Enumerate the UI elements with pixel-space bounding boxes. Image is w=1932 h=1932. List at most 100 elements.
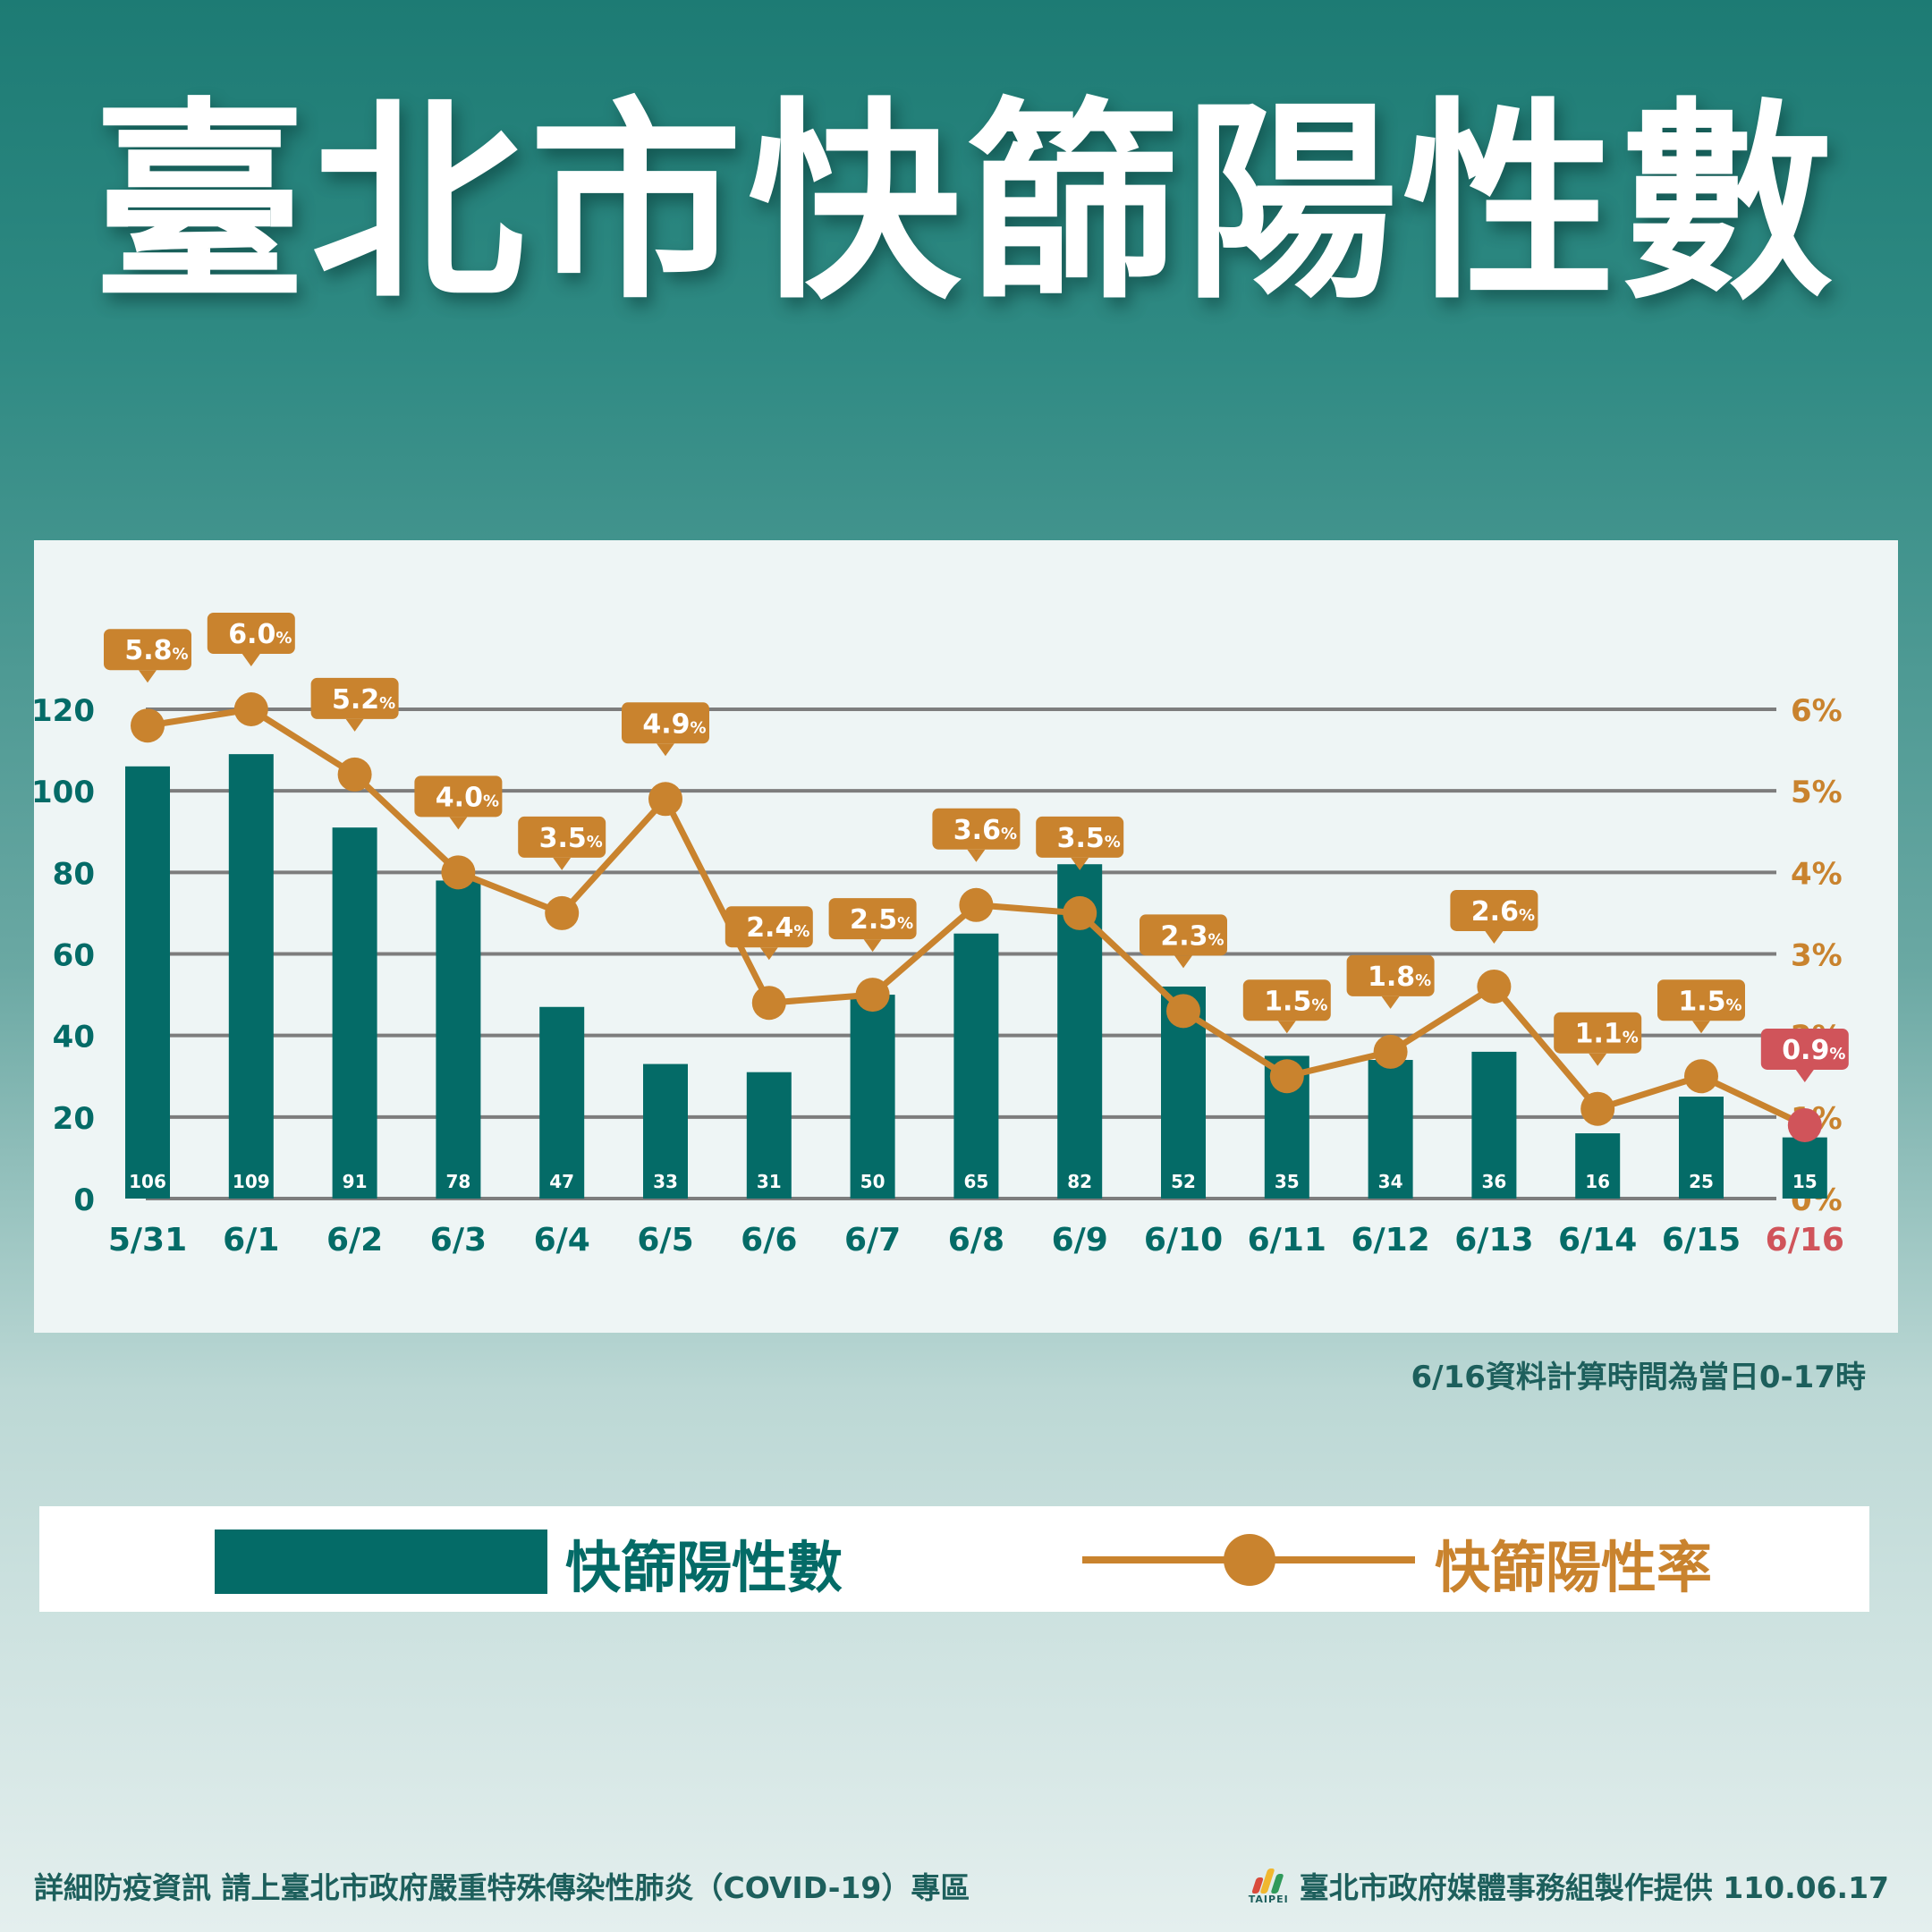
rate-point [1373,1034,1408,1069]
bar [643,1063,688,1199]
rate-point [131,708,165,743]
legend-bar-label: 快篩陽性數 [565,1535,843,1600]
rate-label-value: 1.8 [1368,962,1415,993]
combo-chart: 00%201%402%603%804%1005%1206%10610991784… [34,613,1849,1258]
bar-value-label: 31 [757,1171,782,1192]
rate-callout-pointer [1071,857,1089,870]
rate-callout-pointer [1589,1053,1607,1066]
y2-tick-label: 3% [1791,938,1843,974]
rate-callout [104,629,191,671]
rate-callout-pointer [1485,930,1504,944]
x-tick-label: 6/3 [430,1222,487,1258]
rate-callout-pointer [967,849,986,862]
rate-label: 5.8% [124,635,188,666]
rate-label-unit: % [1311,996,1327,1014]
rate-callout [1760,1028,1849,1070]
rate-label: 1.8% [1368,962,1431,993]
legend-bar-swatch [215,1530,547,1594]
x-tick-label: 6/14 [1558,1222,1637,1258]
rate-label-unit: % [1001,825,1017,843]
y-tick-label: 40 [53,1020,95,1055]
rate-label-value: 3.5 [539,823,587,854]
rate-label-value: 2.4 [746,912,793,944]
x-tick-label: 6/15 [1662,1222,1741,1258]
bar-value-label: 34 [1378,1171,1403,1192]
legend: 快篩陽性數 快篩陽性率 [39,1506,1869,1612]
rate-point [337,757,372,792]
rate-callout-pointer [863,939,882,953]
rate-callout [1554,1012,1642,1054]
rate-callout-pointer [657,743,674,757]
rate-callout-pointer [1692,1021,1710,1034]
rate-callout-pointer [1795,1069,1814,1082]
x-tick-label: 5/31 [108,1222,187,1258]
bar [1471,1051,1517,1199]
rate-point [1684,1059,1718,1094]
rate-label-unit: % [1105,833,1121,852]
rate-callout [414,775,503,818]
rate-label-unit: % [173,645,189,664]
rate-label-unit: % [379,694,395,713]
rate-point [1063,895,1097,930]
y2-tick-label: 6% [1791,693,1843,729]
rate-label: 6.0% [228,619,292,650]
title-wrap: 臺北市快篩陽性數 [0,98,1932,311]
rate-label-value: 2.6 [1471,896,1519,928]
rate-label: 2.5% [850,904,913,936]
rate-label-value: 3.5 [1057,823,1105,854]
y-tick-label: 20 [53,1101,95,1137]
x-tick-label: 6/5 [637,1222,693,1258]
bar [125,766,170,1199]
rate-callout-pointer [345,718,364,732]
legend-dot-swatch [1224,1534,1275,1586]
bar-value-label: 106 [129,1171,166,1192]
bar [1679,1097,1724,1199]
bar-value-label: 50 [860,1171,886,1192]
bar [1575,1133,1621,1199]
x-tick-label: 6/10 [1144,1222,1223,1258]
legend-line-label: 快篩陽性率 [1435,1535,1713,1600]
rate-label-value: 4.9 [642,708,690,740]
logo-text: TAIPEI [1248,1893,1289,1905]
y-tick-label: 80 [53,856,95,892]
rate-label-unit: % [793,922,809,941]
bar-value-label: 16 [1585,1171,1610,1192]
rate-label: 1.1% [1575,1019,1639,1050]
rate-point [1787,1107,1822,1142]
rate-label-unit: % [1829,1045,1845,1063]
rate-point [751,986,786,1021]
rate-point [545,895,580,930]
rate-point [855,978,890,1013]
bar-value-label: 36 [1481,1171,1506,1192]
rate-label-value: 5.8 [124,635,172,666]
rate-label-value: 1.1 [1575,1019,1623,1050]
footer-credit: TAIPEI 臺北市政府媒體事務組製作提供 110.06.17 [1249,1864,1889,1907]
rate-label-value: 6.0 [228,619,275,650]
x-tick-label: 6/8 [948,1222,1004,1258]
rate-callout [207,613,295,654]
rate-point [959,887,994,922]
x-tick-label: 6/2 [326,1222,383,1258]
rate-label-value: 1.5 [1678,986,1725,1017]
rate-label-value: 4.0 [436,782,483,813]
bar-value-label: 91 [343,1171,368,1192]
y-tick-label: 60 [53,938,95,974]
x-tick-label: 6/16 [1766,1222,1844,1258]
rate-label: 3.5% [1057,823,1121,854]
bar [228,754,274,1199]
bar [953,933,999,1199]
bar [332,827,377,1199]
rate-callout [1346,954,1435,996]
x-tick-label: 6/12 [1351,1222,1429,1258]
rate-label-value: 1.5 [1264,986,1311,1017]
rate-label-value: 0.9 [1782,1035,1829,1066]
rate-label-unit: % [587,833,603,852]
chart-panel: 00%201%402%603%804%1005%1206%10610991784… [34,540,1898,1333]
bar [539,1006,585,1199]
rate-callout-pointer [139,670,157,683]
rate-label-unit: % [483,792,499,810]
bar-value-label: 15 [1792,1171,1818,1192]
rate-label-unit: % [1519,906,1535,925]
rate-label-unit: % [1726,996,1742,1014]
rate-label-unit: % [897,914,913,933]
